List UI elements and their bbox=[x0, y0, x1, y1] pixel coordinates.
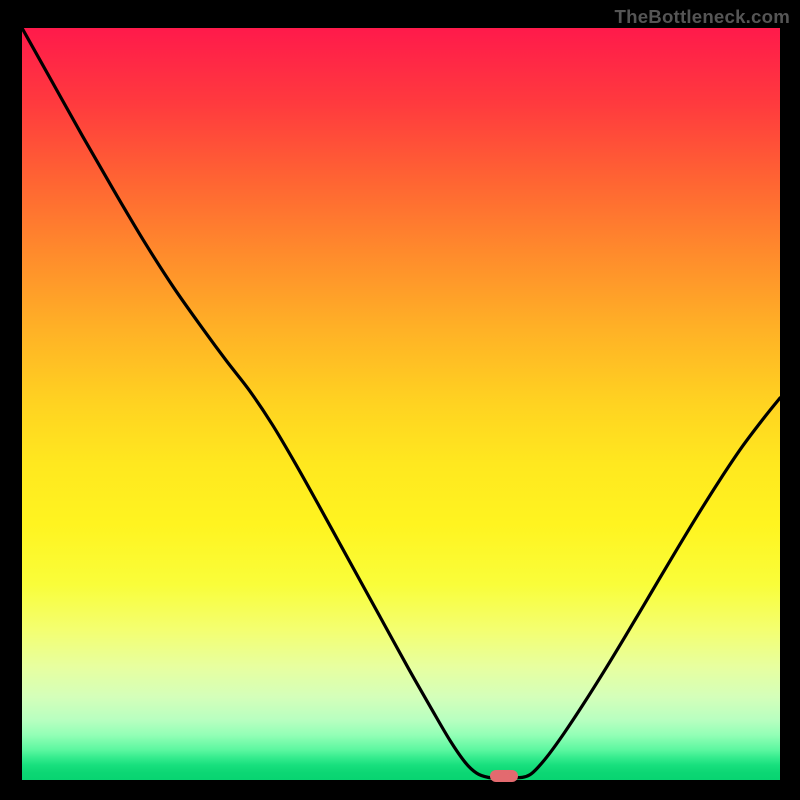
watermark-text: TheBottleneck.com bbox=[615, 6, 791, 28]
plot-area bbox=[22, 28, 780, 780]
chart-frame: TheBottleneck.com bbox=[0, 0, 800, 800]
optimal-marker bbox=[490, 770, 518, 782]
curve-path bbox=[22, 28, 780, 778]
bottleneck-curve bbox=[22, 28, 780, 780]
